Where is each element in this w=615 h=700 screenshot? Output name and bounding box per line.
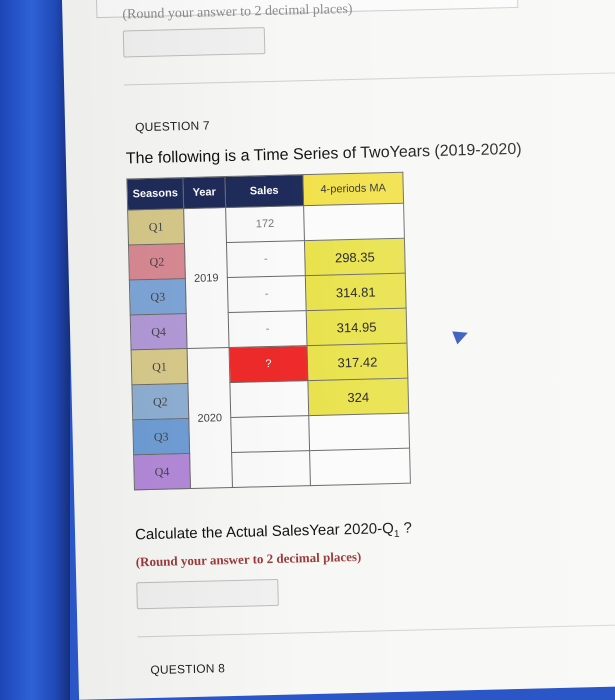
ma-cell xyxy=(308,413,410,451)
season-cell: Q1 xyxy=(127,208,185,245)
header-sales: Sales xyxy=(224,174,304,208)
time-series-table: Seasons Year Sales 4-periods MA Q1 2019 … xyxy=(126,172,411,491)
answer-input[interactable] xyxy=(136,578,279,610)
sales-unknown-cell: ? xyxy=(229,345,308,383)
ma-cell: 317.42 xyxy=(307,343,408,381)
round-note: (Round your answer to 2 decimal places) xyxy=(135,548,362,570)
year-cell-2020: 2020 xyxy=(187,347,233,489)
sales-cell xyxy=(230,415,310,453)
ma-cell: 298.35 xyxy=(304,238,406,276)
ma-cell: 324 xyxy=(307,378,409,416)
header-year: Year xyxy=(182,176,226,209)
calculation-prompt: Calculate the Actual SalesYear 2020-Q1 ? xyxy=(134,519,413,544)
ma-cell xyxy=(303,203,405,241)
season-cell: Q3 xyxy=(129,278,187,315)
question-heading: The following is a Time Series of TwoYea… xyxy=(125,140,522,168)
season-cell: Q2 xyxy=(128,243,186,280)
sales-cell xyxy=(229,380,309,418)
year-cell-2019: 2019 xyxy=(183,207,230,349)
season-cell: Q4 xyxy=(130,313,188,350)
question-7-label: QUESTION 7 xyxy=(134,118,210,135)
quiz-page: (Round your answer to 2 decimal places) … xyxy=(62,0,615,700)
divider xyxy=(124,72,615,86)
sales-cell xyxy=(231,450,311,488)
screen-bezel xyxy=(0,0,70,700)
season-cell: Q1 xyxy=(131,348,188,385)
ma-cell: 314.81 xyxy=(305,273,407,311)
sales-cell: - xyxy=(228,310,308,348)
sales-cell: - xyxy=(226,240,306,278)
ma-cell: 314.95 xyxy=(306,308,407,346)
divider xyxy=(137,624,615,638)
season-cell: Q2 xyxy=(131,383,189,420)
season-cell: Q3 xyxy=(132,418,190,455)
sales-cell: - xyxy=(227,275,307,313)
mouse-cursor-icon xyxy=(452,326,471,345)
header-seasons: Seasons xyxy=(126,177,184,210)
season-cell: Q4 xyxy=(133,453,191,490)
previous-answer-input[interactable] xyxy=(122,27,266,58)
header-ma: 4-periods MA xyxy=(302,172,404,206)
sales-cell: 172 xyxy=(225,205,305,243)
ma-cell xyxy=(309,448,411,486)
question-8-label: QUESTION 8 xyxy=(150,661,226,678)
